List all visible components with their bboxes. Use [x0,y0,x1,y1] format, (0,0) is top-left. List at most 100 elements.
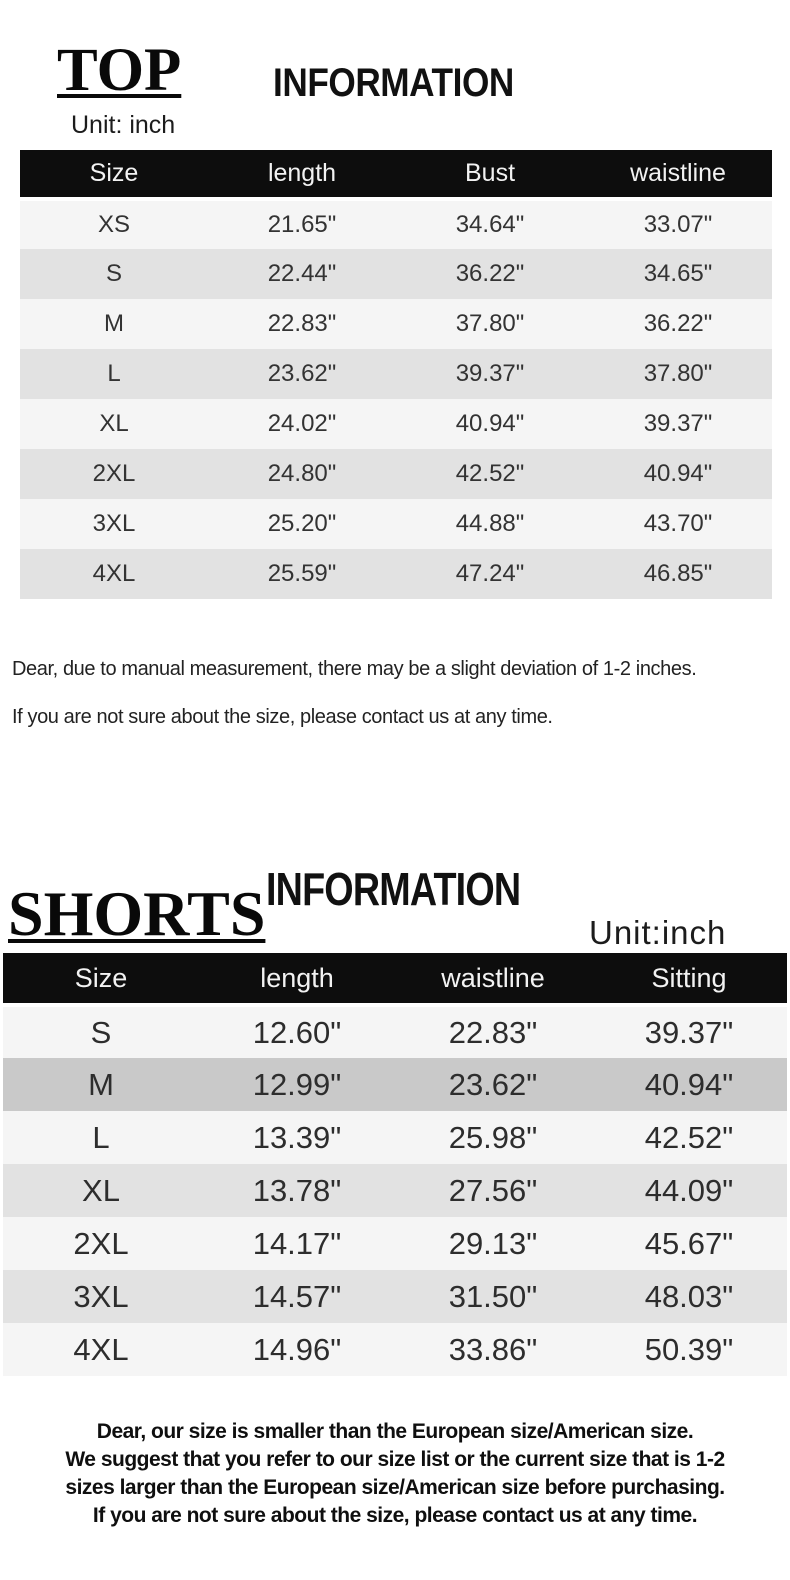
table-cell: S [20,249,208,299]
table-cell: L [3,1111,199,1164]
table-cell: 40.94" [591,1058,787,1111]
table-cell: 31.50" [395,1270,591,1323]
table-row: M 22.83" 37.80" 36.22" [20,299,772,349]
table-cell: XL [3,1164,199,1217]
table-cell: 33.86" [395,1323,591,1376]
table-cell: 36.22" [584,299,772,349]
table-row: XS 21.65" 34.64" 33.07" [20,199,772,249]
table-cell: 42.52" [591,1111,787,1164]
table-row: 3XL 25.20" 44.88" 43.70" [20,499,772,549]
table-cell: 25.20" [208,499,396,549]
table-cell: 13.78" [199,1164,395,1217]
table-row: M 12.99" 23.62" 40.94" [3,1058,787,1111]
table-cell: 24.80" [208,449,396,499]
table-cell: 23.62" [395,1058,591,1111]
table-cell: 14.17" [199,1217,395,1270]
table-cell: 39.37" [591,1005,787,1058]
table-cell: M [3,1058,199,1111]
table-cell: 2XL [20,449,208,499]
column-header: Sitting [591,953,787,1007]
table-cell: 40.94" [396,399,584,449]
table-cell: 12.60" [199,1005,395,1058]
table-cell: 39.37" [584,399,772,449]
table-cell: 3XL [20,499,208,549]
table-cell: 40.94" [584,449,772,499]
table-cell: 4XL [20,549,208,599]
table-cell: 27.56" [395,1164,591,1217]
table-cell: 37.80" [396,299,584,349]
shorts-note-line-3: sizes larger than the European size/Amer… [65,1476,725,1499]
table-cell: 14.96" [199,1323,395,1376]
table-cell: 4XL [3,1323,199,1376]
table-cell: XS [20,199,208,249]
shorts-information-heading: INFORMATION [266,863,521,915]
table-cell: 22.83" [395,1005,591,1058]
table-cell: 45.67" [591,1217,787,1270]
table-cell: 46.85" [584,549,772,599]
table-cell: 44.09" [591,1164,787,1217]
shorts-note-line-1: Dear, our size is smaller than the Europ… [96,1420,694,1443]
table-row: 2XL 24.80" 42.52" 40.94" [20,449,772,499]
shorts-title: SHORTS [8,878,266,949]
table-cell: 13.39" [199,1111,395,1164]
table-cell: 22.83" [208,299,396,349]
shorts-note-line-2: We suggest that you refer to our size li… [65,1448,725,1471]
table-cell: 2XL [3,1217,199,1270]
table-cell: 37.80" [584,349,772,399]
shorts-notes: Dear, our size is smaller than the Europ… [0,1418,790,1530]
top-title: TOP [57,37,182,104]
table-row: 4XL 14.96" 33.86" 50.39" [3,1323,787,1376]
column-header: Bust [396,150,584,201]
table-cell: 34.65" [584,249,772,299]
table-cell: 14.57" [199,1270,395,1323]
table-row: S 12.60" 22.83" 39.37" [3,1005,787,1058]
column-header: Size [3,953,199,1007]
table-row: XL 13.78" 27.56" 44.09" [3,1164,787,1217]
top-size-table: Size length Bust waistline XS 21.65" 34.64" 33.… [20,150,772,599]
table-cell: 43.70" [584,499,772,549]
table-row: 4XL 25.59" 47.24" 46.85" [20,549,772,599]
table-cell: 12.99" [199,1058,395,1111]
top-information-heading: INFORMATION [273,61,514,105]
table-cell: M [20,299,208,349]
table-cell: 22.44" [208,249,396,299]
table-cell: 21.65" [208,199,396,249]
table-cell: 47.24" [396,549,584,599]
table-row: 2XL 14.17" 29.13" 45.67" [3,1217,787,1270]
table-cell: 42.52" [396,449,584,499]
table-cell: 34.64" [396,199,584,249]
table-row: 3XL 14.57" 31.50" 48.03" [3,1270,787,1323]
table-cell: 33.07" [584,199,772,249]
top-note-deviation: Dear, due to manual measurement, there m… [12,658,697,680]
table-cell: 36.22" [396,249,584,299]
shorts-note-line-4: If you are not sure about the size, plea… [92,1504,698,1527]
shorts-unit-label: Unit:inch [589,914,727,951]
table-row: S 22.44" 36.22" 34.65" [20,249,772,299]
table-cell: 25.98" [395,1111,591,1164]
column-header: length [208,150,396,201]
top-note-contact: If you are not sure about the size, plea… [12,706,553,728]
table-cell: 39.37" [396,349,584,399]
table-cell: 50.39" [591,1323,787,1376]
table-cell: L [20,349,208,399]
table-row: L 23.62" 39.37" 37.80" [20,349,772,399]
column-header: length [199,953,395,1007]
column-header: Size [20,150,208,201]
table-cell: 48.03" [591,1270,787,1323]
top-unit-label: Unit: inch [71,111,176,139]
header-row: Size length Bust waistline [20,150,772,201]
table-row: XL 24.02" 40.94" 39.37" [20,399,772,449]
table-cell: 29.13" [395,1217,591,1270]
table-cell: S [3,1005,199,1058]
table-cell: 3XL [3,1270,199,1323]
table-row: L 13.39" 25.98" 42.52" [3,1111,787,1164]
table-cell: 44.88" [396,499,584,549]
column-header: waistline [395,953,591,1007]
table-cell: 25.59" [208,549,396,599]
shorts-size-table: Size length waistline Sitting S 12.60" 22.83" 3… [3,953,787,1376]
table-cell: 24.02" [208,399,396,449]
column-header: waistline [584,150,772,201]
table-cell: XL [20,399,208,449]
header-row: Size length waistline Sitting [3,953,787,1007]
